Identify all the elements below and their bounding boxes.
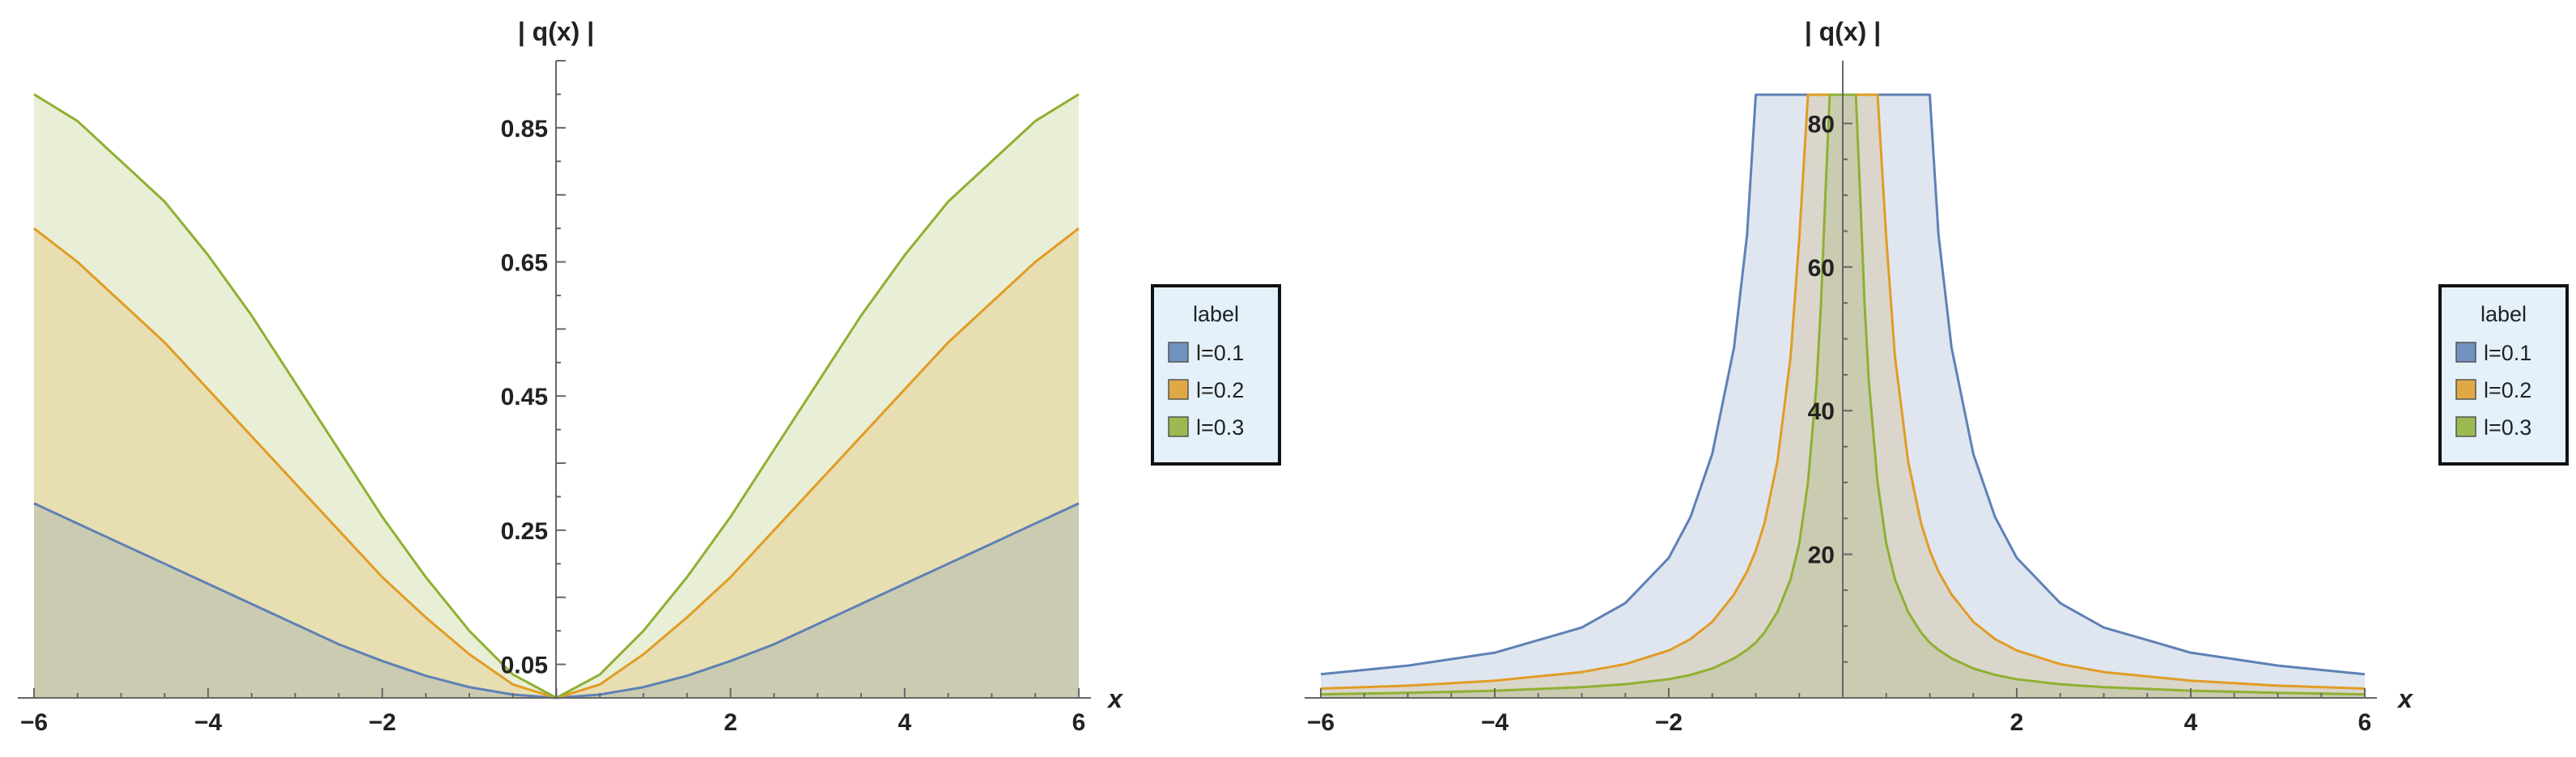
legend-label: l=0.3 (2484, 415, 2531, 440)
legend-swatch (1168, 342, 1189, 363)
legend-title: label (1193, 302, 1239, 326)
legend: label l=0.1 l=0.2 l=0.3 (2438, 284, 2569, 466)
x-tick-label: −6 (20, 709, 48, 736)
legend-label: l=0.2 (1196, 378, 1244, 402)
x-tick-label: −4 (1481, 709, 1509, 736)
legend-label: l=0.1 (2484, 341, 2531, 365)
chart-panel-1: −6 −4 −2 2 4 6 0.05 0.25 0.45 0.65 0.85 | q(x) | x la… (18, 17, 1281, 736)
series-area-l=0.1 (34, 503, 1079, 698)
x-tick-label: 2 (2010, 709, 2024, 736)
y-tick-label: 0.05 (501, 653, 548, 679)
x-tick-label: 6 (2358, 709, 2372, 736)
y-tick-label: 0.25 (501, 518, 548, 545)
x-tick-label: −4 (194, 709, 223, 736)
y-tick-label: 0.65 (501, 250, 548, 277)
x-axis-title: x (1106, 684, 1123, 713)
legend: label l=0.1 l=0.2 l=0.3 (1151, 284, 1281, 466)
y-tick-label: 20 (1808, 542, 1835, 569)
legend-swatch (2455, 416, 2476, 437)
x-tick-label: −2 (1655, 709, 1683, 736)
y-axis-title: | q(x) | (518, 17, 594, 46)
legend-label: l=0.2 (2484, 378, 2531, 402)
legend-title: label (2481, 302, 2527, 326)
x-axis-title: x (2396, 684, 2413, 713)
x-tick-label: 4 (2184, 709, 2198, 736)
legend-swatch (2455, 342, 2476, 363)
x-tick-label: 6 (1072, 709, 1086, 736)
legend-label: l=0.3 (1196, 415, 1244, 440)
legend-swatch (1168, 416, 1189, 437)
series-area-l=0.3 (34, 94, 1079, 699)
legend-label: l=0.1 (1196, 341, 1244, 365)
y-axis-title: | q(x) | (1805, 17, 1881, 46)
x-tick-label: −2 (368, 709, 396, 736)
y-tick-label: 40 (1808, 398, 1835, 425)
x-tick-label: 2 (724, 709, 737, 736)
legend-swatch (2455, 379, 2476, 400)
y-tick-label: 0.85 (501, 116, 548, 142)
y-tick-label: 0.45 (501, 384, 548, 410)
chart-panel-2: −6 −4 −2 2 4 6 20 40 60 80 | q(x) | x label l=0.1 l=0.… (1305, 17, 2569, 736)
legend-swatch (1168, 379, 1189, 400)
x-tick-label: −6 (1307, 709, 1335, 736)
series-area-l=0.2 (34, 228, 1079, 698)
y-tick-label: 60 (1808, 255, 1835, 282)
x-tick-label: 4 (898, 709, 911, 736)
y-tick-label: 80 (1808, 111, 1835, 138)
